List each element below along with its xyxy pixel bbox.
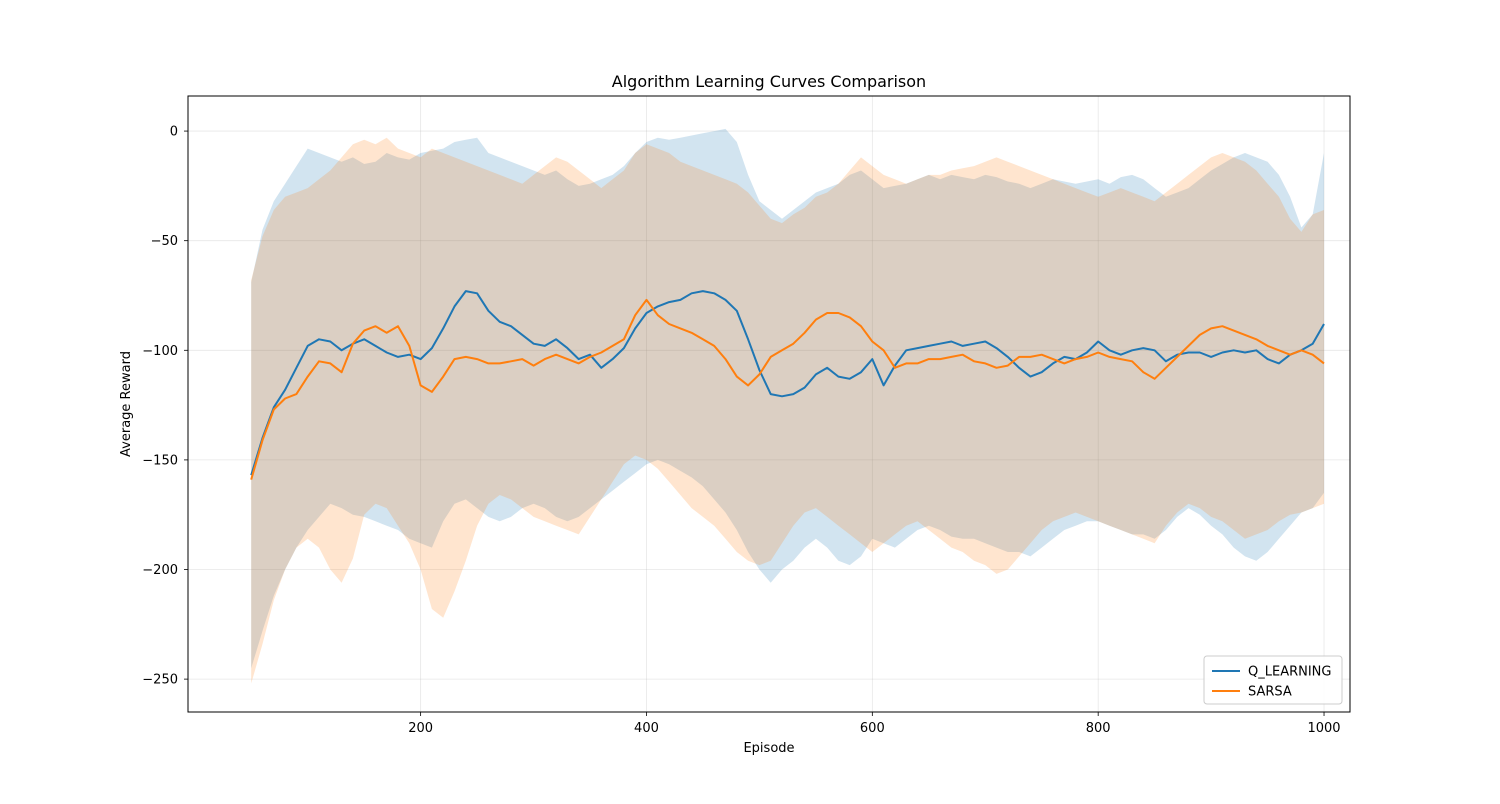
y-tick-label: −200 [142,563,178,578]
y-axis-label: Average Reward [119,351,134,457]
x-tick-label: 400 [634,721,659,736]
legend-label: SARSA [1248,685,1292,700]
legend-label: Q_LEARNING [1248,665,1331,680]
q-learning-confidence-band [251,128,1325,669]
x-tick-label: 800 [1086,721,1111,736]
y-tick-label: −50 [151,234,178,249]
plot-frame [187,95,1351,713]
x-tick-label: 1000 [1307,721,1340,736]
q-learning-mean-line [250,290,1325,476]
tick-layer: 200 400 600 800 1000 0 −50 −100 −150 −200 −250 [142,125,1340,736]
sarsa-mean-line [250,298,1325,480]
band-layer [251,128,1325,684]
y-tick-label: −100 [142,344,178,359]
x-tick-label: 200 [408,721,433,736]
chart-title: Algorithm Learning Curves Comparison [612,72,926,91]
y-tick-label: −250 [142,673,178,688]
x-tick-label: 600 [860,721,885,736]
sarsa-confidence-band [251,137,1325,684]
y-tick-label: 0 [170,125,178,140]
y-tick-label: −150 [142,453,178,468]
x-axis-label: Episode [743,741,794,756]
line-layer [250,290,1325,480]
legend: Q_LEARNING SARSA [1203,655,1343,705]
